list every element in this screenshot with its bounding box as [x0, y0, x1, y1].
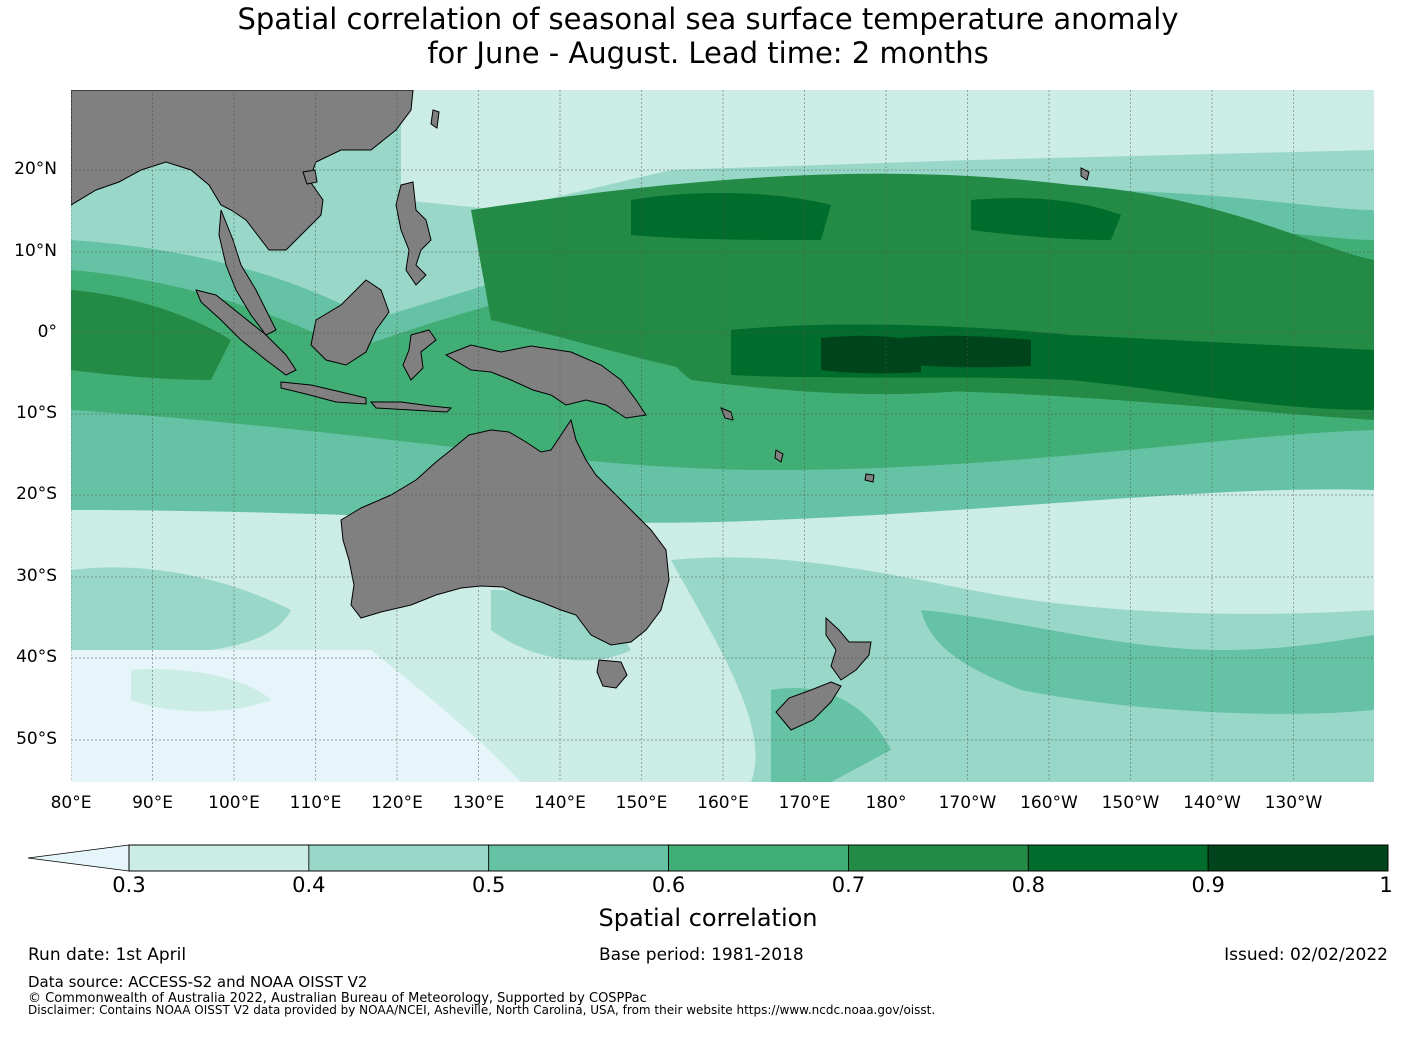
colorbar-tick-label: 1: [1379, 873, 1393, 897]
latitude-label: 0°: [37, 322, 57, 342]
latitude-label: 20°N: [14, 159, 57, 179]
issued-date: Issued: 02/02/2022: [1224, 945, 1388, 965]
longitude-label: 160°E: [697, 793, 749, 813]
disclaimer: Disclaimer: Contains NOAA OISST V2 data …: [28, 1003, 936, 1017]
chart-title-line-2: for June - August. Lead time: 2 months: [427, 36, 989, 70]
longitude-label: 100°E: [208, 793, 260, 813]
correlation-bands: [71, 90, 1374, 782]
latitude-label: 30°S: [16, 566, 57, 586]
graticule: [71, 90, 1374, 782]
longitude-label: 140°E: [534, 793, 586, 813]
colorbar-tick-label: 0.7: [831, 873, 866, 897]
longitude-label: 150°W: [1101, 793, 1160, 813]
longitude-label: 90°E: [132, 793, 173, 813]
longitude-label: 170°E: [778, 793, 831, 813]
colorbar-tick-label: 0.9: [1191, 873, 1225, 897]
latitude-label: 20°S: [16, 484, 57, 504]
colorbar-extension: [27, 844, 130, 872]
longitude-label: 140°W: [1183, 793, 1241, 813]
colorbar: [27, 844, 1389, 872]
colorbar-segment: [128, 844, 310, 872]
colorbar-segment: [668, 844, 849, 872]
longitude-label: 180°: [865, 793, 907, 813]
longitude-label: 130°W: [1264, 793, 1323, 813]
chart-title-line-1: Spatial correlation of seasonal sea surf…: [237, 2, 1179, 36]
colorbar-segment: [308, 844, 490, 872]
colorbar-tick-label: 0.4: [292, 873, 326, 897]
base-period: Base period: 1981-2018: [599, 945, 804, 965]
latitude-label: 40°S: [16, 647, 57, 667]
longitude-label: 150°E: [615, 793, 668, 813]
latitude-label: 10°S: [16, 403, 57, 423]
longitude-label: 110°E: [289, 793, 342, 813]
correlation-map: [71, 90, 1374, 782]
colorbar-label: Spatial correlation: [598, 904, 818, 932]
longitude-label: 160°W: [1020, 793, 1078, 813]
colorbar-tick-label: 0.3: [112, 873, 146, 897]
land-masses: [71, 90, 1090, 731]
colorbar-tick-label: 0.6: [651, 873, 686, 897]
longitude-label: 130°E: [452, 793, 505, 813]
latitude-label: 10°N: [14, 241, 57, 261]
longitude-label: 80°E: [50, 793, 92, 813]
colorbar-tick-label: 0.5: [472, 873, 506, 897]
latitude-label: 50°S: [16, 729, 57, 749]
colorbar-segment: [1207, 844, 1389, 872]
data-source: Data source: ACCESS-S2 and NOAA OISST V2: [28, 973, 368, 991]
longitude-label: 170°W: [938, 793, 997, 813]
colorbar-tick-label: 0.8: [1011, 873, 1045, 897]
copyright: © Commonwealth of Australia 2022, Austra…: [28, 991, 647, 1006]
colorbar-segment: [848, 844, 1029, 872]
colorbar-segment: [1027, 844, 1209, 872]
longitude-label: 120°E: [371, 793, 423, 813]
run-date: Run date: 1st April: [28, 945, 187, 965]
colorbar-segment: [488, 844, 669, 872]
